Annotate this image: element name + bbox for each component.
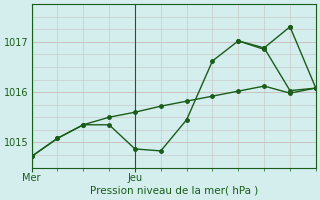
X-axis label: Pression niveau de la mer( hPa ): Pression niveau de la mer( hPa ) xyxy=(90,186,258,196)
